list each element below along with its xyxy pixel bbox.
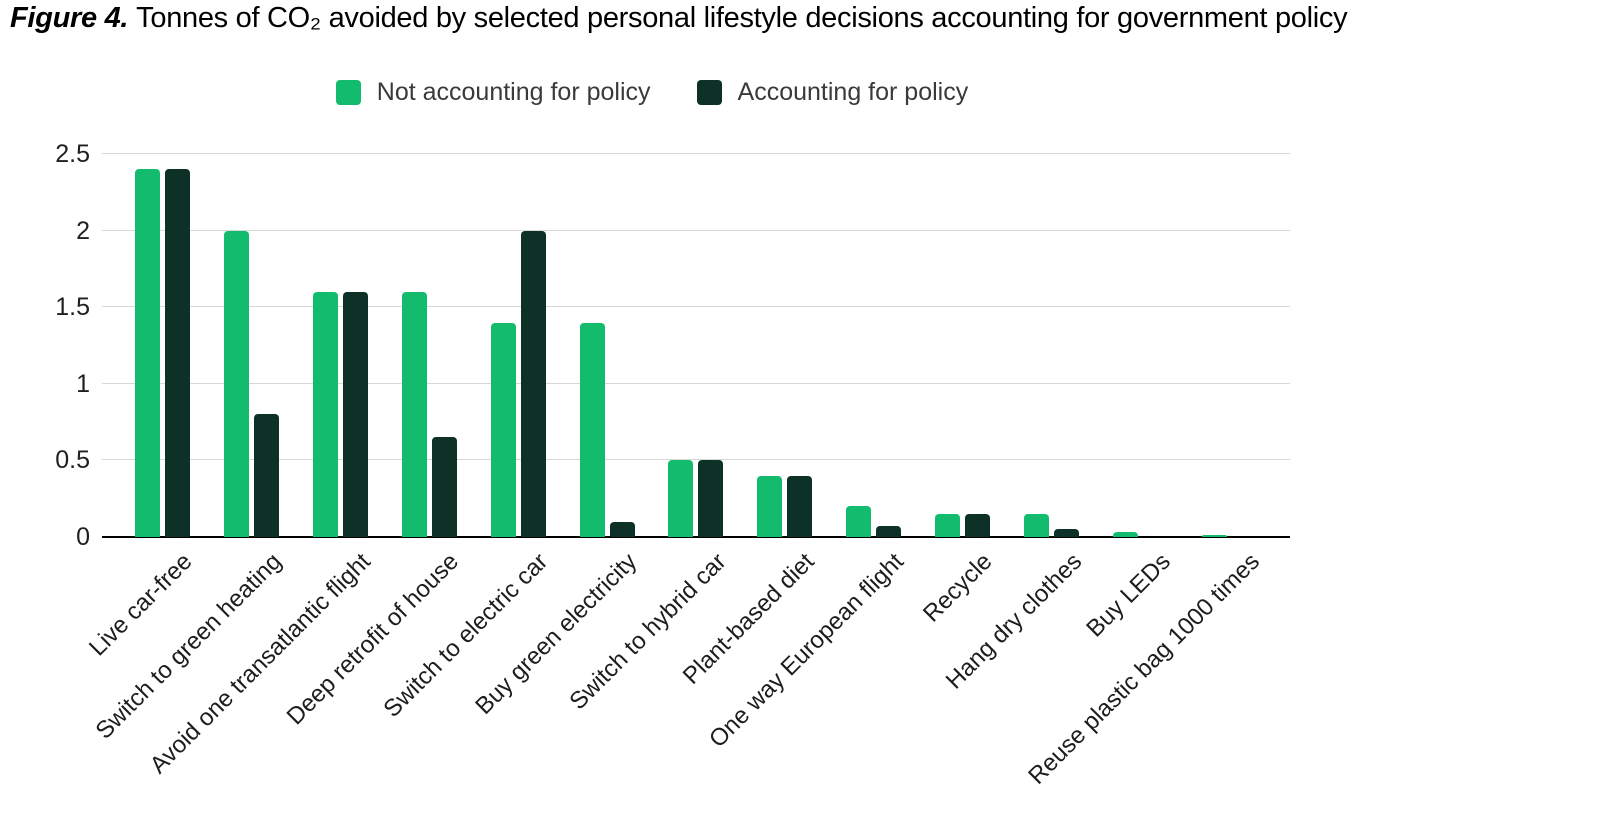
bar [401,291,427,537]
bar [134,169,160,537]
legend-item-accounting: Accounting for policy [696,78,969,107]
bar-group [579,154,635,537]
legend-label: Not accounting for policy [376,78,651,106]
y-tick-label: 2.5 [55,140,90,168]
bar [223,230,249,537]
bar [490,322,516,537]
x-axis-labels: Live car-free Switch to green heating Avoi… [84,548,1290,822]
legend-label: Accounting for policy [737,78,969,106]
bar [1054,529,1080,537]
bar [1113,532,1139,537]
x-axis-label-text: Buy green electricity [470,548,643,720]
x-axis-label-text: Switch to hybrid car [563,548,732,716]
bar [935,514,961,537]
y-tick-label: 2 [76,216,90,245]
bar [609,521,635,537]
y-tick-label: 1 [76,369,90,398]
bar-group [1113,154,1168,537]
bar-group [757,154,813,537]
x-axis-label-text: Switch to electric car [378,548,554,723]
bar [965,514,991,537]
legend-item-not-accounting: Not accounting for policy [335,78,651,107]
figure-title: Figure 4. Tonnes of CO₂ avoided by select… [10,2,1348,35]
y-tick-label: 1.5 [55,293,90,322]
chart-legend: Not accounting for policy Accounting for… [102,78,1202,107]
legend-swatch-icon [335,80,361,105]
bar-group [935,154,991,537]
bar [668,460,694,537]
bar-group [1024,154,1080,537]
bar-group [223,154,279,537]
bar-group [1202,154,1257,537]
bar [698,460,724,537]
bar-group [490,154,546,537]
bar [1024,514,1050,537]
bars-container [102,154,1290,537]
bar-group [312,154,368,537]
y-tick-label: 0.5 [55,446,90,475]
bar [312,291,338,537]
bar [342,291,368,537]
plot-area: 0 0.5 1 1.5 2 2.5 [55,140,1290,551]
bar [164,169,190,537]
figure-title-text: Tonnes of CO₂ avoided by selected person… [136,2,1348,34]
bar-group [668,154,724,537]
bar [846,506,872,537]
bar [520,230,546,537]
figure-title-prefix: Figure 4. [10,2,129,34]
bar [579,322,605,537]
bar [1202,535,1228,537]
gridline [102,459,1290,461]
x-axis-label-text: Buy LEDs [1081,548,1176,643]
bar-group [846,154,902,537]
gridline [102,229,1290,231]
bar-group [401,154,457,537]
y-tick-label: 0 [76,523,90,551]
gridline [102,306,1290,308]
gridline [102,153,1290,154]
gridline [102,382,1290,384]
x-axis-label-text: Deep retrofit of house [282,548,465,731]
bar [757,475,783,537]
legend-swatch-icon [696,80,722,105]
bar [253,414,279,537]
x-axis-line [102,536,1290,538]
bar [787,475,813,537]
x-axis-label-text: Recycle [918,548,998,628]
bar [876,526,902,537]
bar-group [134,154,190,537]
bar [431,437,457,537]
